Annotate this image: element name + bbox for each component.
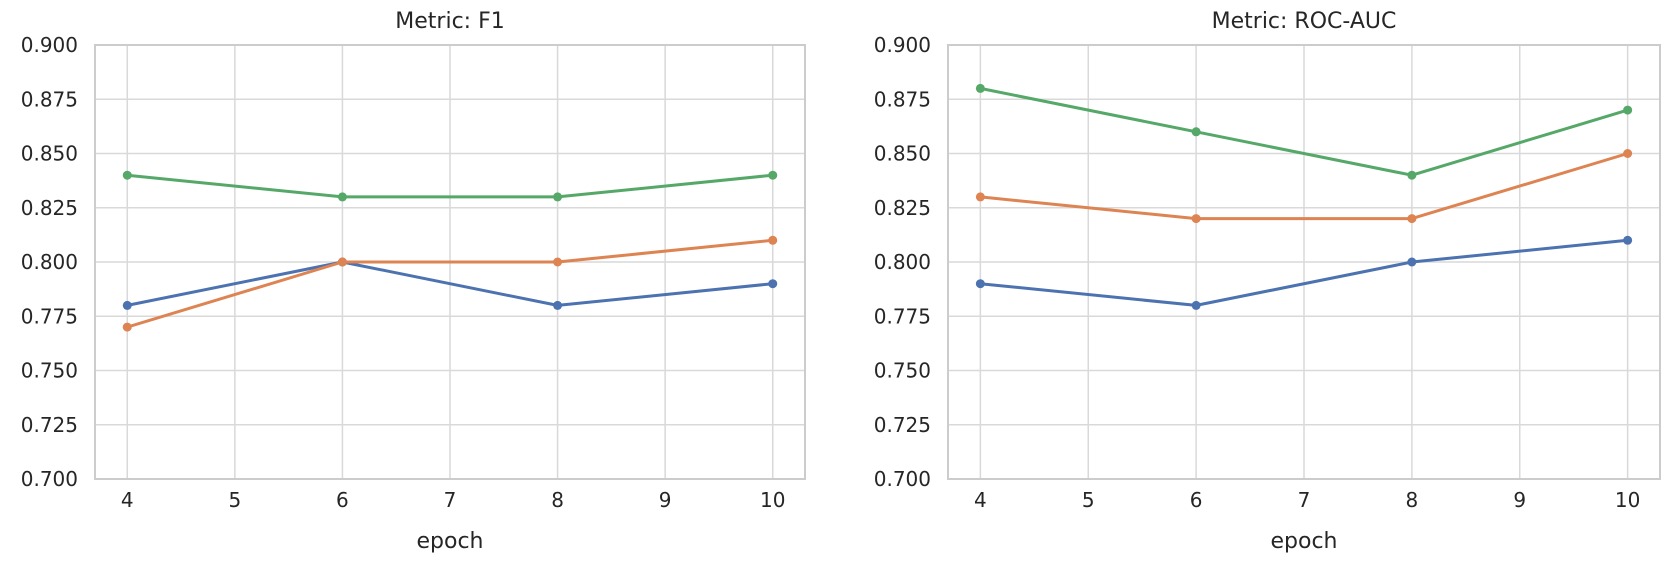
green-series-line [125,173,775,199]
blue-series-marker [1623,235,1633,245]
orange-series-marker [337,257,347,267]
y-tick-label: 0.825 [874,196,931,220]
x-tick-label: 8 [1406,488,1419,512]
x-tick-label: 7 [444,488,457,512]
green-series-marker [1623,105,1633,115]
orange-series-marker [553,257,563,267]
y-tick-label: 0.725 [21,413,78,437]
blue-series-line [125,260,775,307]
x-tick-label: 5 [1082,488,1095,512]
blue-series-line [978,238,1630,307]
y-tick-label: 0.700 [874,467,931,491]
blue-series-marker [553,300,563,310]
blue-series-marker [1407,257,1417,267]
y-tick-label: 0.725 [874,413,931,437]
y-tick-label: 0.850 [874,142,931,166]
orange-series-marker [122,322,132,332]
y-tick-label: 0.800 [874,250,931,274]
green-series-marker [1191,127,1201,137]
green-series-marker [768,170,778,180]
blue-series-marker [1191,300,1201,310]
y-tick-label: 0.850 [21,142,78,166]
green-series-marker [122,170,132,180]
axes-spines [94,44,806,480]
blue-series-marker [975,279,985,289]
chart-title-f1: Metric: F1 [395,9,505,34]
y-tick-label: 0.750 [21,359,78,383]
green-series-line [978,86,1630,177]
y-tick-label: 0.900 [21,33,78,57]
orange-series-line [125,238,775,329]
chart-title-roc-auc: Metric: ROC-AUC [1211,9,1397,34]
green-series-marker [337,192,347,202]
y-tick-label: 0.700 [21,467,78,491]
y-tick-label: 0.750 [874,359,931,383]
x-tick-label: 10 [1615,488,1640,512]
y-tick-label: 0.775 [21,304,78,328]
orange-series-marker [1623,149,1633,158]
green-series-marker [553,192,563,202]
y-tick-label: 0.775 [874,304,931,328]
orange-series-marker [1191,214,1201,224]
x-axis-label-f1: epoch [416,529,484,554]
axes-spines [947,44,1661,480]
x-tick-label: 4 [974,488,987,512]
green-series-marker [975,83,985,93]
green-series-marker [1407,170,1417,180]
orange-series-marker [1407,214,1417,224]
y-tick-label: 0.825 [21,196,78,220]
x-tick-label: 6 [336,488,349,512]
x-tick-label: 4 [121,488,134,512]
blue-series-marker [122,300,132,310]
y-tick-label: 0.800 [21,250,78,274]
x-tick-label: 9 [1513,488,1526,512]
x-tick-label: 10 [760,488,785,512]
orange-series-marker [768,235,778,245]
x-axis-label-roc-auc: epoch [1270,529,1338,554]
x-tick-label: 6 [1190,488,1203,512]
x-tick-label: 5 [228,488,241,512]
orange-series-marker [975,192,985,202]
y-tick-label: 0.875 [874,87,931,111]
orange-series-line [978,152,1630,221]
x-tick-label: 8 [551,488,564,512]
x-tick-label: 9 [659,488,672,512]
y-tick-label: 0.900 [874,33,931,57]
blue-series-marker [768,279,778,289]
y-tick-label: 0.875 [21,87,78,111]
x-tick-label: 7 [1298,488,1311,512]
